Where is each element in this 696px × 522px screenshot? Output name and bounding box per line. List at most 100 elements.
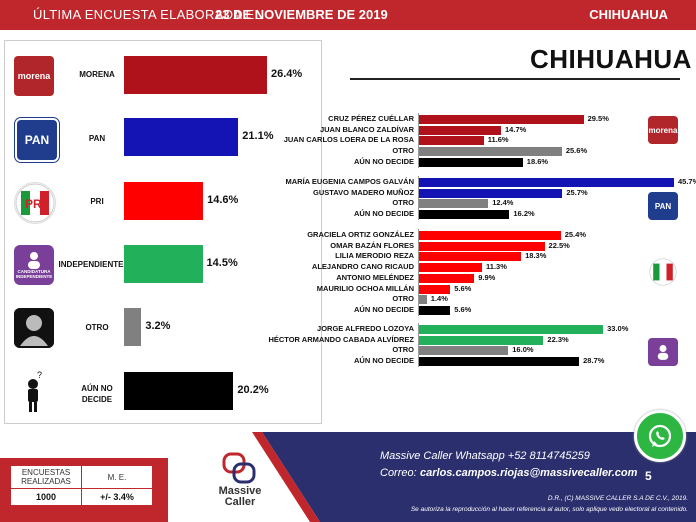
candidate-label: MAURILIO OCHOA MILLÁN	[316, 283, 414, 293]
candidate-label: AÚN NO DECIDE	[353, 304, 414, 314]
independiente-small-logo	[648, 338, 678, 366]
candidate-value: 22.5%	[548, 240, 570, 250]
header-state: CHIHUAHUA	[589, 7, 668, 22]
page-number: 5	[645, 469, 652, 483]
copyright-line-1: D.R., (C) MASSIVE CALLER S.A DE C.V., 20…	[547, 495, 688, 502]
candidate-label: AÚN NO DECIDE	[353, 356, 414, 366]
candidate-bar	[419, 325, 604, 334]
margin-error-value: +/- 3.4%	[81, 488, 153, 506]
candidate-value: 16.0%	[512, 345, 534, 355]
candidate-label: CRUZ PÉREZ CUÉLLAR	[328, 114, 414, 123]
morena-small-logo-text: morena	[648, 125, 678, 135]
candidate-bar	[419, 115, 584, 124]
candidate-value: 18.6%	[526, 156, 549, 166]
person-small-icon	[657, 345, 669, 360]
morena-logo-text: morena	[17, 71, 51, 81]
candidate-label: OTRO	[392, 198, 414, 208]
party-bar-independiente	[124, 245, 203, 283]
party-value-otro: 3.2%	[145, 320, 171, 332]
candidate-label: JUAN CARLOS LOERA DE LA ROSA	[283, 135, 414, 145]
whatsapp-contact-line: Massive Caller Whatsapp +52 8114745259	[380, 450, 590, 462]
party-value-morena: 26.4%	[271, 68, 303, 80]
left-label-2: PRI	[90, 197, 104, 206]
candidate-bar	[419, 157, 523, 167]
pan-small-logo-text: PAN	[654, 201, 672, 211]
candidate-bar	[419, 284, 451, 294]
copyright-line-2: Se autoriza la reproducción al hacer ref…	[410, 506, 688, 513]
candidate-label: MARÍA EUGENIA CAMPOS GALVÁN	[285, 177, 414, 186]
candidate-bar	[419, 210, 510, 220]
header-date: 23 DE NOVIEMBRE DE 2019	[215, 7, 388, 22]
user-silhouette-icon	[14, 308, 54, 348]
candidate-label: OMAR BAZÁN FLORES	[330, 240, 414, 250]
candidate-value: 5.6%	[454, 304, 472, 314]
massive-caller-brand: Massive Caller	[218, 485, 262, 508]
massive-caller-logo-icon	[222, 452, 256, 484]
pan-logo: PAN	[15, 118, 59, 162]
question-mark: ?	[37, 370, 42, 380]
header-lead: ÚLTIMA ENCUESTA ELABORADA EL	[33, 7, 262, 22]
candidate-value: 5.6%	[454, 283, 472, 293]
candidate-bar	[419, 295, 427, 305]
surveys-value: 1000	[10, 488, 82, 506]
candidate-label: GUSTAVO MADERO MUÑOZ	[313, 187, 414, 197]
candidate-label: AÚN NO DECIDE	[353, 209, 414, 219]
candidate-value: 16.2%	[513, 209, 535, 219]
candidate-value: 18.3%	[525, 251, 547, 261]
left-label-0: MORENA	[79, 70, 115, 79]
left-label-5: AÚN NO DECIDE	[81, 384, 113, 404]
candidate-label: AÚN NO DECIDE	[353, 156, 414, 166]
candidate-label: OTRO	[392, 146, 414, 156]
candidate-label: JORGE ALFREDO LOZOYA	[317, 324, 414, 333]
party-bar-otro	[124, 308, 142, 346]
candidate-value: 1.4%	[430, 294, 448, 304]
candidate-label: OTRO	[392, 345, 414, 355]
candidate-bar	[419, 346, 509, 356]
group-axis-pri	[418, 229, 419, 316]
email-label: Correo:	[380, 467, 417, 479]
title-divider	[350, 78, 680, 80]
left-label-1: PAN	[88, 134, 106, 143]
candidate-value: 11.6%	[487, 135, 509, 145]
candidate-label: OTRO	[392, 294, 414, 304]
candidate-bar	[419, 305, 451, 315]
candidate-value: 22.3%	[547, 334, 569, 344]
candidate-value: 11.3%	[486, 262, 507, 272]
otro-avatar	[14, 308, 54, 348]
candidate-value: 12.4%	[492, 198, 514, 208]
candidate-bar	[419, 178, 674, 187]
party-value-pri: 14.6%	[207, 194, 239, 206]
candidate-bar	[419, 188, 563, 198]
candidate-bar	[419, 147, 562, 157]
candidate-bar	[419, 357, 580, 367]
candidate-bar	[419, 231, 561, 240]
candidate-bar	[419, 199, 489, 209]
candidate-bar	[419, 125, 502, 135]
group-axis-pan	[418, 176, 419, 220]
pri-emblem-icon: PRI	[15, 183, 55, 223]
candidate-bar	[419, 252, 522, 262]
page-title: CHIHUAHUA	[530, 44, 692, 74]
question-person-icon: ?	[28, 370, 42, 412]
candidate-bar	[419, 136, 484, 146]
candidate-bar	[419, 263, 483, 273]
party-value-pan: 21.1%	[242, 130, 274, 142]
email-link[interactable]: carlos.campos.riojas@massivecaller.com	[420, 467, 638, 479]
undecided-icon: ?	[22, 370, 48, 417]
candidate-value: 25.4%	[564, 230, 586, 239]
whatsapp-button[interactable]	[634, 410, 686, 462]
morena-logo: morena	[14, 56, 54, 96]
candidate-label: GRACIELA ORTIZ GONZÁLEZ	[307, 230, 414, 239]
morena-small-logo: morena	[648, 116, 678, 144]
independiente-logo: CANDIDATURA INDEPENDIENTE	[14, 245, 54, 285]
footer-band-shape	[252, 432, 696, 522]
whatsapp-icon	[648, 424, 672, 448]
party-bar-pri	[124, 182, 204, 220]
survey-info-table: ENCUESTAS REALIZADAS M. E. 1000 +/- 3.4%	[10, 465, 153, 506]
pri-small-logo	[648, 258, 678, 286]
candidate-bar	[419, 241, 545, 251]
candidate-value: 25.7%	[566, 187, 588, 197]
party-value-independiente: 14.5%	[206, 257, 238, 269]
candidate-bar	[419, 273, 475, 283]
candidate-value: 28.7%	[583, 356, 605, 366]
